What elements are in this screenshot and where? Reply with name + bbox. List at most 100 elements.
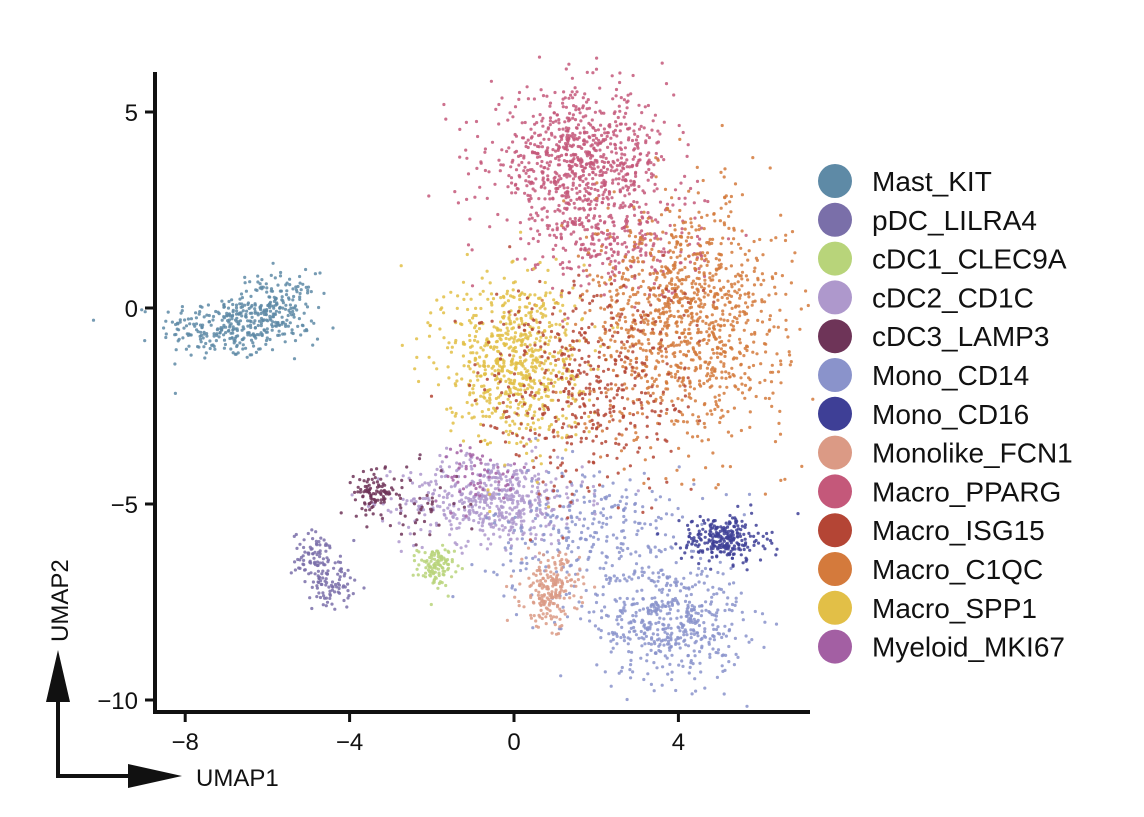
- data-point: [634, 174, 638, 178]
- data-point: [549, 480, 553, 484]
- data-point: [265, 309, 269, 313]
- data-point: [556, 538, 561, 543]
- data-point: [573, 118, 578, 122]
- data-point: [649, 648, 653, 653]
- data-point: [609, 213, 613, 217]
- data-point: [703, 199, 707, 203]
- data-point: [652, 163, 656, 167]
- data-point: [702, 581, 706, 585]
- data-point: [537, 197, 541, 201]
- data-point: [704, 530, 708, 534]
- data-point: [446, 562, 450, 566]
- data-point: [740, 284, 744, 288]
- data-point: [736, 272, 740, 276]
- data-point: [774, 553, 778, 557]
- data-point: [722, 350, 726, 354]
- data-point: [375, 480, 379, 484]
- data-point: [530, 459, 535, 463]
- data-point: [556, 632, 561, 636]
- data-point: [602, 111, 606, 115]
- data-point: [744, 541, 748, 545]
- data-point: [714, 526, 719, 531]
- data-point: [688, 665, 692, 670]
- data-point: [541, 171, 545, 175]
- data-point: [317, 540, 321, 544]
- data-point: [526, 145, 530, 150]
- data-point: [302, 558, 306, 563]
- data-point: [565, 485, 569, 489]
- data-point: [680, 515, 685, 519]
- data-point: [631, 387, 635, 391]
- data-point: [644, 202, 648, 206]
- data-point: [666, 639, 671, 644]
- data-point: [399, 506, 403, 510]
- data-point: [417, 379, 421, 384]
- data-point: [646, 161, 650, 165]
- data-point: [470, 467, 474, 471]
- data-point: [697, 270, 701, 274]
- data-point: [718, 420, 722, 425]
- data-point: [332, 566, 336, 570]
- data-point: [640, 268, 645, 272]
- data-point: [143, 339, 147, 343]
- data-point: [638, 238, 642, 242]
- data-point: [749, 503, 753, 507]
- data-point: [493, 182, 497, 186]
- data-point: [595, 226, 600, 230]
- data-point: [578, 237, 582, 241]
- data-point: [270, 289, 275, 293]
- data-point: [697, 566, 701, 571]
- data-point: [607, 202, 611, 207]
- data-point: [722, 221, 726, 225]
- data-point: [699, 302, 703, 306]
- data-point: [704, 321, 708, 325]
- data-point: [633, 188, 637, 192]
- data-point: [656, 579, 660, 583]
- data-point: [419, 528, 423, 532]
- data-point: [670, 513, 674, 517]
- data-point: [603, 220, 607, 224]
- data-point: [559, 232, 563, 236]
- data-point: [552, 111, 556, 115]
- data-point: [577, 555, 582, 559]
- data-point: [652, 580, 656, 584]
- data-point: [703, 566, 708, 571]
- data-point: [492, 570, 496, 574]
- data-point: [675, 324, 679, 328]
- data-point: [683, 335, 687, 339]
- data-point: [578, 183, 582, 187]
- data-point: [746, 305, 750, 309]
- data-point: [520, 160, 524, 165]
- data-point: [716, 651, 720, 655]
- data-point: [731, 373, 735, 377]
- data-point: [747, 365, 751, 369]
- data-point: [559, 588, 563, 592]
- data-point: [680, 622, 684, 626]
- data-point: [593, 489, 597, 493]
- data-point: [732, 525, 737, 529]
- data-point: [592, 535, 596, 539]
- data-point: [547, 192, 551, 196]
- data-point: [429, 523, 433, 527]
- data-point: [592, 610, 596, 614]
- data-point: [684, 354, 689, 358]
- data-point: [347, 594, 351, 598]
- data-point: [622, 307, 626, 311]
- data-point: [763, 547, 767, 551]
- data-point: [497, 472, 501, 476]
- data-point: [482, 481, 487, 485]
- data-point: [739, 553, 743, 557]
- data-point: [519, 519, 524, 523]
- data-point: [174, 332, 178, 337]
- data-point: [711, 634, 715, 638]
- data-point: [709, 356, 713, 360]
- data-point: [534, 436, 538, 441]
- data-point: [507, 533, 511, 537]
- data-point: [686, 143, 690, 147]
- data-point: [434, 566, 438, 570]
- data-point: [546, 178, 550, 182]
- data-point: [621, 573, 626, 577]
- data-point: [719, 317, 723, 321]
- data-point: [716, 483, 720, 487]
- data-point: [571, 132, 575, 136]
